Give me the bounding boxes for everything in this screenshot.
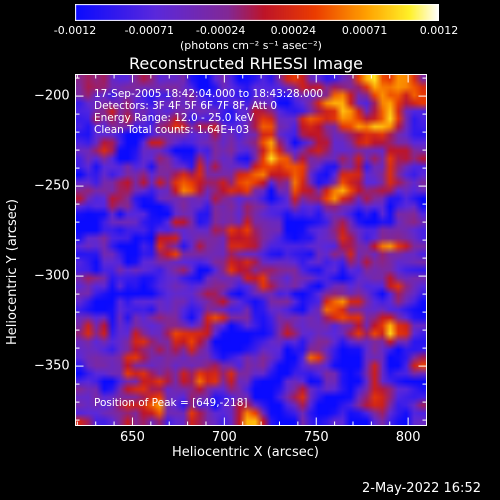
- chart-title: Reconstructed RHESSI Image: [129, 54, 363, 73]
- annotation-peak-position: Position of Peak = [649,-218]: [94, 397, 248, 409]
- colorbar-tick-label: 0.00024: [270, 24, 317, 37]
- x-tick-label: 700: [211, 430, 237, 445]
- colorbar-tick-label: 0.0012: [419, 24, 459, 37]
- colorbar-units-label: (photons cm⁻² s⁻¹ asec⁻²): [180, 39, 322, 52]
- x-tick-label: 650: [120, 430, 145, 445]
- colorbar-gradient: [75, 4, 439, 21]
- colorbar-tick-label: -0.00024: [195, 24, 246, 37]
- x-axis-label: Heliocentric X (arcsec): [172, 445, 319, 460]
- date-stamp: 2-May-2022 16:52: [362, 481, 481, 496]
- annotation-time-range: 17-Sep-2005 18:42:04.000 to 18:43:28.000: [94, 88, 324, 100]
- y-tick-label: −350: [34, 358, 70, 374]
- heatmap-image: [76, 75, 426, 425]
- colorbar-tick-label: 0.00071: [341, 24, 388, 37]
- y-tick-label: −300: [34, 268, 70, 284]
- colorbar-tick-label: -0.00071: [124, 24, 175, 37]
- y-axis-label: Heliocentric Y (arcsec): [5, 199, 20, 345]
- tick-marks: [75, 74, 427, 426]
- x-tick-label: 800: [395, 430, 421, 445]
- y-tick-label: −250: [34, 178, 70, 194]
- x-tick-label: 750: [303, 430, 329, 445]
- annotation-detectors: Detectors: 3F 4F 5F 6F 7F 8F, Att 0: [94, 100, 278, 112]
- colorbar-tick-label: -0.0012: [53, 24, 97, 37]
- annotation-energy-range: Energy Range: 12.0 - 25.0 keV: [94, 112, 255, 124]
- colorbar: [75, 4, 439, 21]
- plot-frame: [75, 74, 427, 426]
- annotation-clean: Clean Total counts: 1.64E+03: [94, 124, 250, 136]
- y-tick-label: −200: [34, 88, 70, 104]
